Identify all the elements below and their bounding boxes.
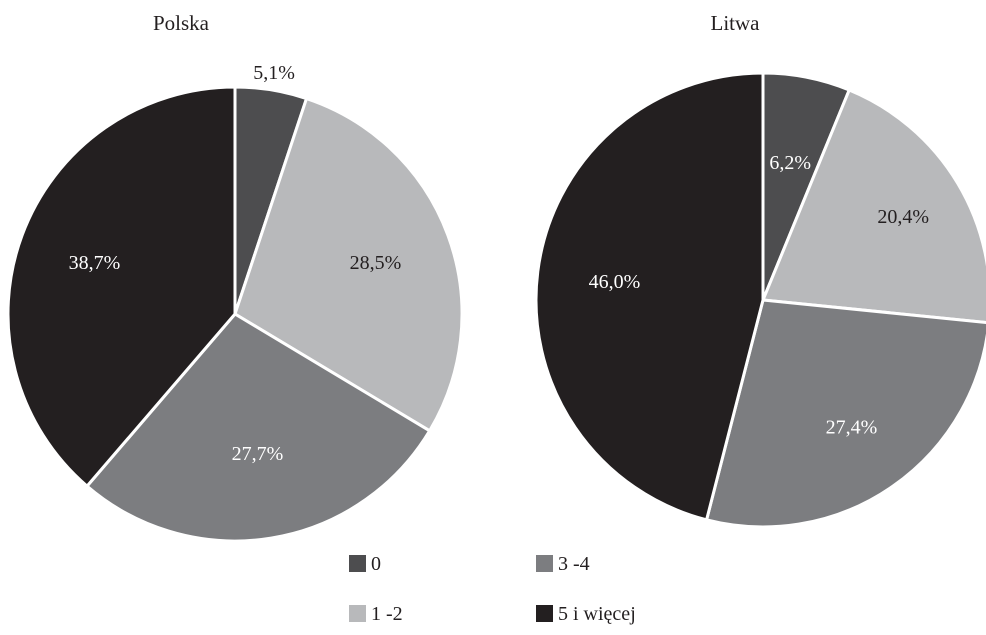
legend-label-1-2: 1 -2 — [371, 603, 403, 625]
data-label-litwa-1-2: 20,4% — [877, 206, 929, 228]
data-label-litwa-5-plus: 46,0% — [589, 271, 641, 293]
legend-item-1-2: 1 -2 — [349, 603, 403, 625]
pie-slice-litwa-5-plus — [534, 71, 765, 522]
legend-swatch-3-4 — [536, 555, 553, 572]
pie-slice-polska-3-4 — [85, 312, 432, 543]
legend-item-5-plus: 5 i więcej — [536, 603, 636, 625]
legend-item-3-4: 3 -4 — [536, 553, 590, 575]
pie-slice-litwa-1-2 — [761, 88, 986, 325]
legend-label-3-4: 3 -4 — [558, 553, 590, 575]
chart-title-litwa: Litwa — [711, 11, 761, 35]
legend: 0 3 -4 1 -2 5 i więcej — [349, 553, 636, 625]
pie-slice-litwa-3-4 — [705, 298, 986, 529]
pie-slice-polska-5-plus — [6, 85, 237, 488]
pie-polska: 5,1% 28,5% 27,7% 38,7% — [6, 62, 464, 543]
data-label-polska-3-4: 27,7% — [232, 443, 284, 465]
data-label-polska-5-plus: 38,7% — [69, 252, 121, 274]
chart-title-polska: Polska — [153, 11, 210, 35]
legend-swatch-5-plus — [536, 605, 553, 622]
data-label-litwa-0: 6,2% — [769, 152, 811, 174]
data-label-polska-0: 5,1% — [253, 62, 295, 84]
legend-swatch-1-2 — [349, 605, 366, 622]
legend-swatch-0 — [349, 555, 366, 572]
data-label-litwa-3-4: 27,4% — [826, 417, 878, 439]
legend-label-5-plus: 5 i więcej — [558, 603, 636, 625]
legend-item-0: 0 — [349, 553, 381, 575]
legend-label-0: 0 — [371, 553, 381, 575]
pie-litwa: 6,2% 20,4% 27,4% 46,0% — [534, 71, 986, 529]
data-label-polska-1-2: 28,5% — [350, 252, 402, 274]
